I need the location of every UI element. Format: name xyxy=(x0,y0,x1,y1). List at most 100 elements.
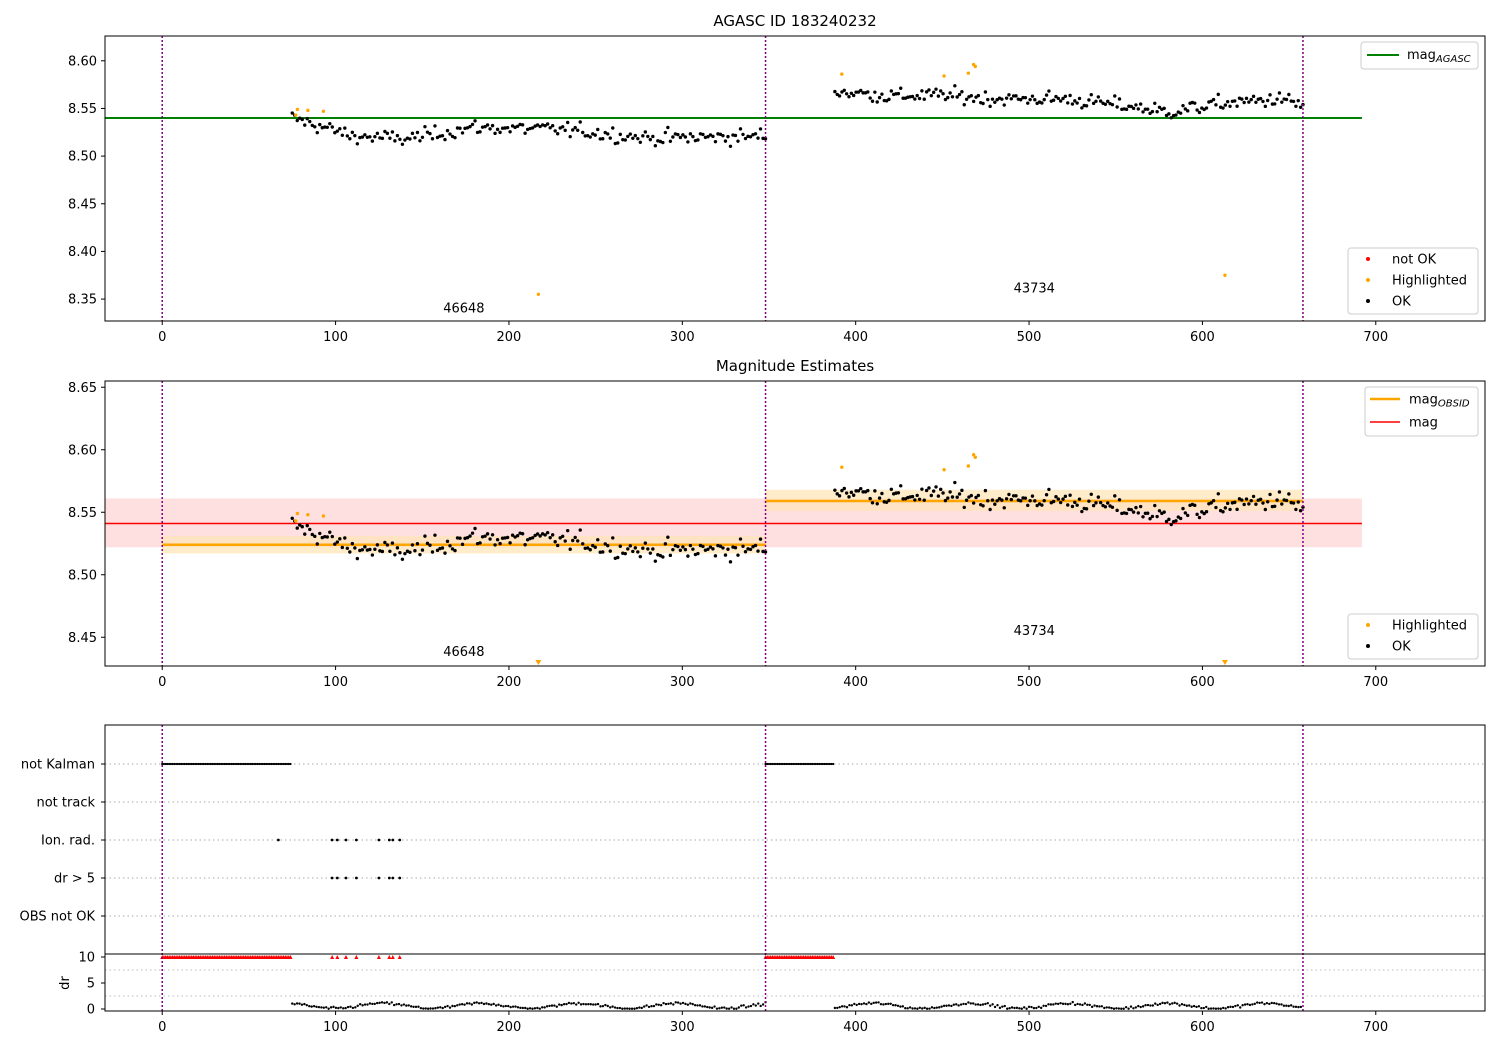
ok-point xyxy=(849,91,854,95)
flag-point xyxy=(164,762,167,766)
ok-point xyxy=(535,532,540,536)
ok-point xyxy=(313,125,317,129)
flag-point xyxy=(261,762,264,766)
dr-point xyxy=(1192,1004,1196,1008)
dr-point xyxy=(579,1003,583,1006)
ok-point xyxy=(753,132,758,136)
dr-saturated-point xyxy=(288,955,293,959)
ok-point xyxy=(538,534,542,538)
dr-point xyxy=(940,1005,943,1008)
dr-point xyxy=(732,1007,736,1010)
ok-point xyxy=(418,552,422,557)
ok-point xyxy=(993,100,997,105)
dr-point xyxy=(1015,1006,1019,1010)
flag-point xyxy=(162,762,166,766)
dr-point xyxy=(497,1003,500,1006)
ok-point xyxy=(969,94,974,98)
dr-point xyxy=(349,1005,352,1008)
ok-point xyxy=(295,526,299,530)
dr-point xyxy=(616,1006,619,1010)
ok-point xyxy=(1073,99,1077,103)
ok-point xyxy=(1223,506,1228,510)
ok-point xyxy=(733,133,738,138)
ok-point xyxy=(666,535,670,539)
flag-point xyxy=(391,876,395,880)
ok-point xyxy=(736,553,740,557)
ok-point xyxy=(748,135,753,139)
dr-point xyxy=(879,1002,883,1006)
ok-point xyxy=(1291,501,1296,505)
flag-point xyxy=(214,762,218,766)
flag-point xyxy=(174,762,178,766)
legend-box xyxy=(1347,247,1479,315)
ok-point xyxy=(515,533,520,538)
flag-point xyxy=(790,762,793,766)
ok-point xyxy=(458,126,462,130)
dr-point xyxy=(645,1004,648,1007)
dr-point xyxy=(1188,1004,1191,1007)
ok-point xyxy=(300,525,304,529)
dr-point xyxy=(923,1006,926,1010)
ok-point xyxy=(661,140,665,145)
ok-point xyxy=(636,136,640,141)
ok-point xyxy=(875,502,879,506)
flag-point xyxy=(239,762,242,766)
ok-point xyxy=(425,130,430,134)
ok-point xyxy=(840,90,844,94)
ok-point xyxy=(345,134,350,138)
ok-point xyxy=(368,547,372,552)
legend-markers: not OK Highlighted OK xyxy=(1347,247,1479,315)
ok-point xyxy=(678,135,683,140)
flag-point xyxy=(178,762,181,766)
dr-point xyxy=(589,1003,592,1006)
ok-point xyxy=(651,134,655,139)
flag-point xyxy=(190,762,193,766)
ok-point xyxy=(485,123,490,127)
flag-point xyxy=(812,762,816,766)
dr-point xyxy=(625,1007,629,1010)
ok-point xyxy=(971,501,976,505)
x-tick-label: 500 xyxy=(1017,675,1042,690)
dr-point xyxy=(385,1001,389,1004)
ok-point xyxy=(560,534,565,538)
ok-point xyxy=(721,546,725,550)
flag-point xyxy=(776,762,779,766)
dr-point xyxy=(1282,1004,1286,1007)
ok-point xyxy=(340,133,345,137)
ok-point xyxy=(889,89,894,93)
ok-point xyxy=(1277,490,1282,494)
legend-marker xyxy=(1366,299,1370,303)
ok-point xyxy=(588,135,592,139)
dr-point xyxy=(1231,1005,1235,1009)
ok-point xyxy=(833,89,837,94)
ok-point xyxy=(1280,100,1284,104)
ok-point xyxy=(1030,94,1035,98)
y-tick-label: 8.60 xyxy=(68,54,97,69)
ok-point xyxy=(375,131,380,136)
dr-saturated-point xyxy=(343,955,348,959)
dr-point xyxy=(725,1007,728,1010)
ok-point xyxy=(641,134,645,138)
ok-point xyxy=(946,496,950,500)
ok-point xyxy=(1287,92,1291,97)
dr-point xyxy=(650,1005,653,1008)
dr-point xyxy=(894,1004,897,1007)
ok-point xyxy=(1033,499,1037,503)
dr-point xyxy=(708,1006,711,1009)
dr-point xyxy=(706,1005,709,1009)
flag-point xyxy=(237,762,240,766)
flag-point xyxy=(168,762,171,766)
dr-point xyxy=(723,1006,726,1009)
ok-point xyxy=(701,132,705,137)
ok-point xyxy=(1087,98,1091,102)
dr-point xyxy=(1222,1006,1225,1010)
ok-point xyxy=(323,125,327,129)
ok-point xyxy=(736,139,740,143)
flag-point xyxy=(233,762,237,766)
flag-point xyxy=(814,762,817,766)
dr-point xyxy=(295,1002,299,1005)
ok-point xyxy=(1146,107,1150,111)
ok-point xyxy=(1115,105,1119,109)
ok-point xyxy=(1228,507,1232,512)
dr-point xyxy=(957,1004,960,1007)
